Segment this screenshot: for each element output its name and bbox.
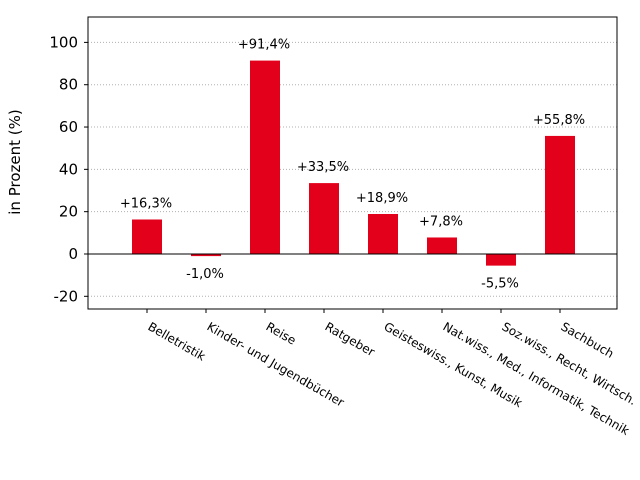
x-tick-label: Ratgeber — [323, 319, 378, 359]
y-axis-label: in Prozent (%) — [6, 109, 24, 214]
x-tick-label: Reise — [264, 319, 299, 347]
data-label: +55,8% — [533, 113, 585, 128]
bar — [486, 253, 516, 266]
grid-lines — [88, 41, 617, 297]
y-tick-label: 20 — [59, 203, 78, 221]
y-tick-label: -20 — [54, 287, 79, 305]
bar — [545, 135, 575, 254]
y-tick-label: 40 — [59, 160, 78, 178]
bar — [250, 60, 280, 254]
data-labels: +16,3% -1,0% +91,4% +33,5% +18,9% +7,8% -5,5% +… — [120, 38, 585, 292]
data-label: -5,5% — [481, 277, 519, 292]
data-label: +33,5% — [297, 160, 349, 175]
bar — [427, 237, 457, 254]
y-tick-label: 100 — [49, 33, 78, 51]
bar — [309, 183, 339, 254]
bar — [191, 253, 221, 257]
data-label: +91,4% — [238, 38, 290, 53]
bars — [132, 60, 575, 266]
y-tick-label: 80 — [59, 76, 78, 94]
x-tick-label: Belletristik — [146, 319, 208, 363]
data-label: +7,8% — [419, 214, 463, 229]
plot-frame — [87, 16, 618, 310]
bar — [132, 219, 162, 254]
y-axis: -20 0 20 40 60 80 100 — [49, 33, 88, 305]
data-label: -1,0% — [186, 267, 224, 282]
bar — [368, 213, 398, 254]
data-label: +18,9% — [356, 191, 408, 206]
data-label: +16,3% — [120, 196, 172, 211]
y-tick-label: 60 — [59, 118, 78, 136]
y-tick-label: 0 — [68, 245, 78, 263]
